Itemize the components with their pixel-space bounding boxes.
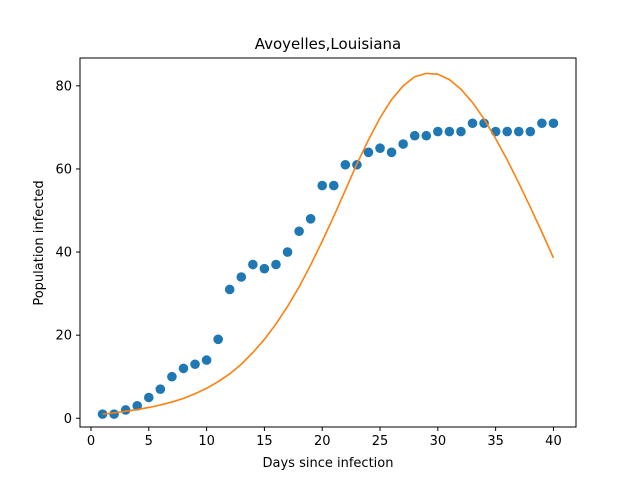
data-point (467, 118, 478, 129)
data-point (363, 147, 374, 158)
data-point (282, 247, 293, 257)
x-tick-label: 0 (87, 434, 95, 449)
data-point (294, 226, 304, 237)
data-point (479, 118, 489, 129)
data-point (525, 126, 536, 137)
data-point (305, 214, 316, 224)
x-tick-label: 40 (545, 434, 562, 449)
data-point (317, 180, 328, 191)
data-point (236, 272, 247, 282)
x-tick-label: 25 (372, 434, 389, 449)
data-point (178, 363, 189, 374)
x-tick-label: 15 (256, 434, 273, 449)
data-point (190, 359, 200, 370)
x-axis-ticks: 0 5 10 15 20 25 30 35 40 (87, 427, 562, 449)
x-axis-label: Days since infection (263, 456, 394, 471)
data-point (201, 355, 212, 365)
y-tick-label: 40 (55, 246, 72, 261)
data-point (143, 392, 154, 403)
data-point (537, 118, 547, 129)
data-point (224, 284, 235, 295)
data-point (328, 180, 339, 191)
x-tick-label: 35 (487, 434, 504, 449)
x-tick-label: 10 (198, 434, 215, 449)
data-point (513, 126, 524, 137)
data-point (444, 126, 455, 137)
plot-area (79, 57, 577, 428)
x-tick-label: 5 (145, 434, 153, 449)
data-point (386, 147, 397, 158)
data-point (271, 259, 281, 270)
y-axis-label: Population infected (32, 180, 47, 305)
data-point (155, 384, 166, 394)
x-tick-label: 20 (314, 434, 331, 449)
data-point (340, 159, 351, 170)
data-point (456, 126, 466, 137)
x-tick-label: 30 (430, 434, 447, 449)
data-point (213, 334, 223, 345)
data-point (132, 401, 143, 411)
plot-frame (79, 57, 577, 428)
chart-title: Avoyelles,Louisiana (255, 35, 402, 53)
data-point (421, 130, 432, 141)
y-tick-label: 60 (55, 162, 72, 177)
fit-curve-line (102, 72, 555, 415)
y-axis-ticks: 0 20 40 60 80 (55, 79, 80, 427)
data-point (375, 143, 385, 153)
data-point (548, 118, 559, 129)
y-tick-label: 20 (55, 329, 72, 344)
y-tick-label: 80 (55, 79, 72, 94)
data-point (167, 371, 177, 382)
data-point (409, 130, 420, 141)
data-point (433, 126, 443, 137)
y-tick-label: 0 (64, 412, 72, 427)
data-point (248, 259, 258, 270)
data-point (398, 139, 408, 149)
data-point (502, 126, 513, 137)
data-point (109, 409, 119, 419)
data-point (259, 263, 270, 274)
